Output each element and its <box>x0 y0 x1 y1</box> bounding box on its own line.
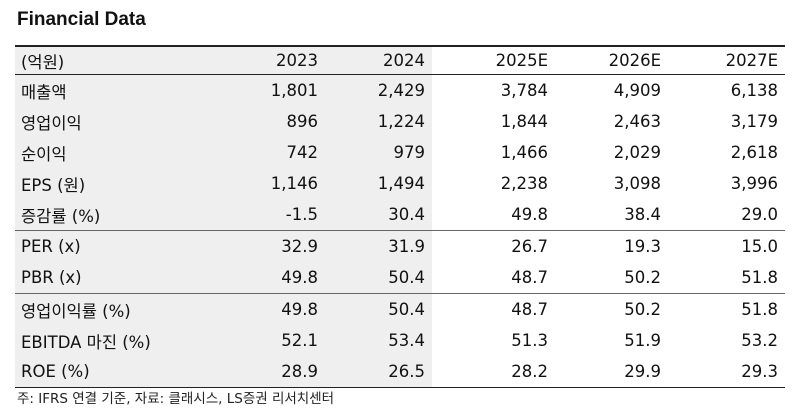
cell: 29.9 <box>624 362 661 381</box>
cell: 3,996 <box>730 174 778 193</box>
row-label: ROE (%) <box>15 356 220 387</box>
cell: 896 <box>220 106 325 137</box>
data-row: 매출액 1,801 2,429 3,784 4,909 6,138 <box>15 75 785 106</box>
cell: 51.9 <box>624 331 661 350</box>
cell: 49.8 <box>511 205 548 224</box>
cell: 1,466 <box>500 143 548 162</box>
cell: 48.7 <box>511 300 548 319</box>
cell: 32.9 <box>220 231 325 262</box>
cell: 29.3 <box>741 362 778 381</box>
data-row: 영업이익률 (%) 49.8 50.4 48.7 50.2 51.8 <box>15 293 785 325</box>
data-row: ROE (%) 28.9 26.5 28.2 29.9 29.3 <box>15 356 785 388</box>
cell: 50.2 <box>624 268 661 287</box>
cell: 52.1 <box>220 325 325 356</box>
cell: 1,146 <box>220 168 325 199</box>
cell: -1.5 <box>220 199 325 230</box>
cell: 742 <box>220 137 325 168</box>
cell: 1,844 <box>500 112 548 131</box>
cell: 3,179 <box>730 112 778 131</box>
row-label: 영업이익 <box>15 106 220 137</box>
cell: 53.4 <box>325 325 432 356</box>
cell: 50.2 <box>624 300 661 319</box>
row-label: 영업이익률 (%) <box>15 294 220 325</box>
cell: 2026E <box>608 51 661 70</box>
row-label: 매출액 <box>15 75 220 106</box>
cell: 31.9 <box>325 231 432 262</box>
cell: 2,429 <box>325 75 432 106</box>
row-label: EBITDA 마진 (%) <box>15 325 220 356</box>
cell: 2027E <box>725 51 778 70</box>
cell: 3,784 <box>500 81 548 100</box>
cell: 4,909 <box>613 81 661 100</box>
cell: 49.8 <box>220 294 325 325</box>
cell: 48.7 <box>511 268 548 287</box>
cell: 2025E <box>495 51 548 70</box>
cell: 2,029 <box>613 143 661 162</box>
cell: 6,138 <box>730 81 778 100</box>
cell: 2023 <box>220 47 325 74</box>
cell: 30.4 <box>325 199 432 230</box>
header-row: (억원) 2023 2024 2025E 2026E 2027E <box>15 45 785 75</box>
data-row: PER (x) 32.9 31.9 26.7 19.3 15.0 <box>15 230 785 262</box>
cell: 1,224 <box>325 106 432 137</box>
cell: 2,463 <box>613 112 661 131</box>
row-label: (억원) <box>15 47 220 74</box>
cell: 15.0 <box>741 237 778 256</box>
data-row: EPS (원) 1,146 1,494 2,238 3,098 3,996 <box>15 168 785 199</box>
row-label: PBR (x) <box>15 262 220 293</box>
cell: 2,618 <box>730 143 778 162</box>
data-row: EBITDA 마진 (%) 52.1 53.4 51.3 51.9 53.2 <box>15 325 785 356</box>
cell: 51.3 <box>511 331 548 350</box>
cell: 26.7 <box>511 237 548 256</box>
cell: 28.2 <box>511 362 548 381</box>
cell: 29.0 <box>741 205 778 224</box>
cell: 50.4 <box>325 262 432 293</box>
cell: 1,494 <box>325 168 432 199</box>
data-row: PBR (x) 49.8 50.4 48.7 50.2 51.8 <box>15 262 785 293</box>
data-row: 증감률 (%) -1.5 30.4 49.8 38.4 29.0 <box>15 199 785 230</box>
data-row: 순이익 742 979 1,466 2,029 2,618 <box>15 137 785 168</box>
cell: 3,098 <box>613 174 661 193</box>
cell: 2024 <box>325 47 432 74</box>
row-label: EPS (원) <box>15 168 220 199</box>
row-label: 증감률 (%) <box>15 199 220 230</box>
financial-table: (억원) 2023 2024 2025E 2026E 2027E 매출액 1,801 2,429… <box>15 45 785 388</box>
cell: 1,801 <box>220 75 325 106</box>
cell: 26.5 <box>325 356 432 387</box>
row-label: 순이익 <box>15 137 220 168</box>
cell: 19.3 <box>624 237 661 256</box>
cell: 979 <box>325 137 432 168</box>
title: Financial Data <box>17 9 146 30</box>
cell: 49.8 <box>220 262 325 293</box>
cell: 53.2 <box>741 331 778 350</box>
cell: 38.4 <box>624 205 661 224</box>
footnote: 주: IFRS 연결 기준, 자료: 클래시스, LS증권 리서치센터 <box>17 391 335 407</box>
cell: 28.9 <box>220 356 325 387</box>
data-row: 영업이익 896 1,224 1,844 2,463 3,179 <box>15 106 785 137</box>
cell: 2,238 <box>500 174 548 193</box>
row-label: PER (x) <box>15 231 220 262</box>
cell: 51.8 <box>741 268 778 287</box>
cell: 50.4 <box>325 294 432 325</box>
cell: 51.8 <box>741 300 778 319</box>
